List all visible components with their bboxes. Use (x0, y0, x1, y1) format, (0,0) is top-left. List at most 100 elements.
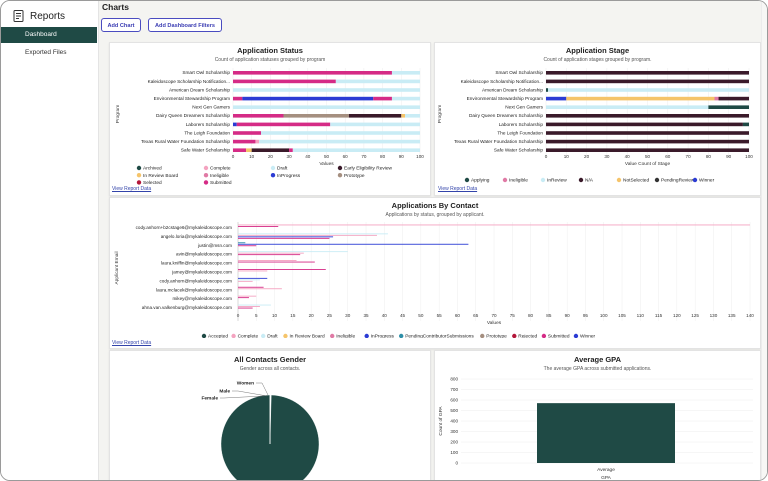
bar (238, 251, 348, 253)
bar-segment (546, 79, 749, 84)
legend-swatch (692, 177, 698, 183)
legend-swatch (270, 165, 276, 171)
category-label: Safe Water Scholarship (494, 148, 543, 153)
bar-segment (236, 122, 331, 127)
category-label: Dairy Queen Dreamers Scholarship (469, 113, 543, 118)
bar-segment (718, 96, 749, 101)
legend-label: PendingContributorSubmissions (405, 334, 474, 338)
pie-label: Male (219, 389, 230, 395)
sidebar-title: Reports (30, 10, 66, 22)
x-tick-label: 90 (399, 154, 405, 159)
x-tick-label: 65 (473, 313, 479, 318)
bar (238, 286, 264, 288)
x-tick-label: 20 (268, 154, 274, 159)
x-tick-label: 105 (618, 313, 626, 318)
x-tick-label: 25 (327, 313, 333, 318)
x-tick-label: 10 (272, 313, 278, 318)
bar-segment (548, 88, 749, 92)
bar (238, 306, 260, 307)
chart-subtitle: The average GPA across submitted applica… (543, 366, 652, 372)
x-tick-label: 60 (343, 154, 349, 159)
legend-swatch (502, 177, 508, 183)
category-label: laura.kniffin@mykaleidoscope.com (161, 261, 232, 266)
x-tick-label: Average (597, 467, 615, 473)
view-report-data-link[interactable]: View Report Data (438, 186, 478, 192)
bar-segment (255, 139, 260, 144)
applications-by-contact-card: Applications By Contact Applications by … (109, 197, 761, 349)
bar (238, 295, 257, 297)
bar (238, 236, 334, 238)
legend-label: Ineligible (210, 173, 229, 179)
bar-segment (335, 79, 420, 84)
legend-label: InProgress (371, 334, 395, 338)
category-label: angelo.loria@mykaleidoscope.com (161, 234, 232, 239)
bar (238, 252, 304, 254)
view-report-data-link[interactable]: View Report Data (112, 340, 152, 346)
bar (238, 237, 330, 239)
legend-label: Accepted (208, 334, 228, 338)
bar (238, 254, 301, 256)
category-label: Laborers Scholarship (186, 122, 231, 127)
sidebar-item-dashboard[interactable]: Dashboard (1, 27, 97, 43)
x-tick-label: 30 (345, 313, 351, 318)
sidebar: Reports Dashboard Exported Files (1, 1, 99, 480)
category-label: cody.anhorn@mykaleidoscope.com (160, 278, 233, 283)
view-report-data-link[interactable]: View Report Data (112, 186, 152, 192)
contacts-gender-card: All Contacts Gender Gender across all co… (109, 350, 431, 480)
category-label: mikey@mykaleidoscope.com (172, 296, 232, 301)
bar-segment (289, 148, 293, 152)
bar-segment (546, 122, 743, 127)
x-tick-label: 90 (565, 313, 571, 318)
legend-swatch (261, 333, 266, 338)
bar-segment (283, 114, 349, 118)
x-tick-label: 50 (324, 154, 330, 159)
legend-swatch (578, 177, 584, 183)
legend-label: Early Eligibility Review (344, 166, 393, 172)
bar-segment (742, 122, 749, 127)
legend-label: Prototype (344, 173, 365, 179)
legend-swatch (203, 173, 209, 178)
x-tick-label: 50 (645, 154, 651, 159)
legend-swatch (231, 333, 236, 338)
legend-swatch (136, 180, 142, 185)
legend-swatch (573, 333, 579, 338)
bar (238, 234, 377, 236)
bar-segment (261, 131, 420, 135)
add-dashboard-filters-button[interactable]: Add Dashboard Filters (148, 18, 222, 32)
application-status-chart: 0 10 20 30 40 50 60 70 80 90 100 Values Program Smart… (115, 68, 424, 186)
legend-label: Applying (471, 178, 490, 184)
bar (238, 304, 271, 306)
category-label: The Leigh Foundation (184, 130, 230, 135)
x-tick-label: 70 (491, 313, 497, 318)
category-label: laura.mclacek@mykaleidoscope.com (156, 287, 232, 292)
bar-segment (233, 105, 420, 109)
y-tick-label: 800 (450, 377, 458, 382)
legend-label: Selected (143, 180, 162, 186)
chart-title: All Contacts Gender (233, 355, 307, 364)
bar-segment (233, 131, 262, 135)
bar-segment (233, 122, 237, 127)
bar-segment (546, 114, 749, 118)
chart-title: Application Status (237, 46, 303, 55)
legend-label: Ineligible (509, 178, 528, 184)
bar (238, 277, 268, 279)
x-tick-label: 135 (728, 313, 736, 318)
bar-segment (546, 88, 549, 92)
legend-label: Submitted (548, 334, 570, 338)
scrollbar-track[interactable] (761, 1, 767, 480)
add-chart-button[interactable]: Add Chart (101, 18, 141, 32)
category-label: Kaleidoscope Scholarship Notification... (461, 79, 543, 84)
x-tick-label: 80 (706, 154, 712, 159)
legend-swatch (541, 333, 547, 338)
bar (238, 245, 257, 247)
page-title: Charts (102, 2, 129, 12)
x-tick-label: 100 (745, 154, 753, 159)
bar-segment (251, 148, 290, 152)
x-tick-label: 130 (710, 313, 718, 318)
bar-segment (546, 139, 749, 144)
category-label: justin@msn.com (197, 243, 232, 248)
legend-swatch (203, 180, 209, 185)
label-leader (232, 390, 268, 397)
sidebar-item-exported-files[interactable]: Exported Files (25, 49, 67, 56)
chart-title: Application Stage (565, 46, 630, 55)
